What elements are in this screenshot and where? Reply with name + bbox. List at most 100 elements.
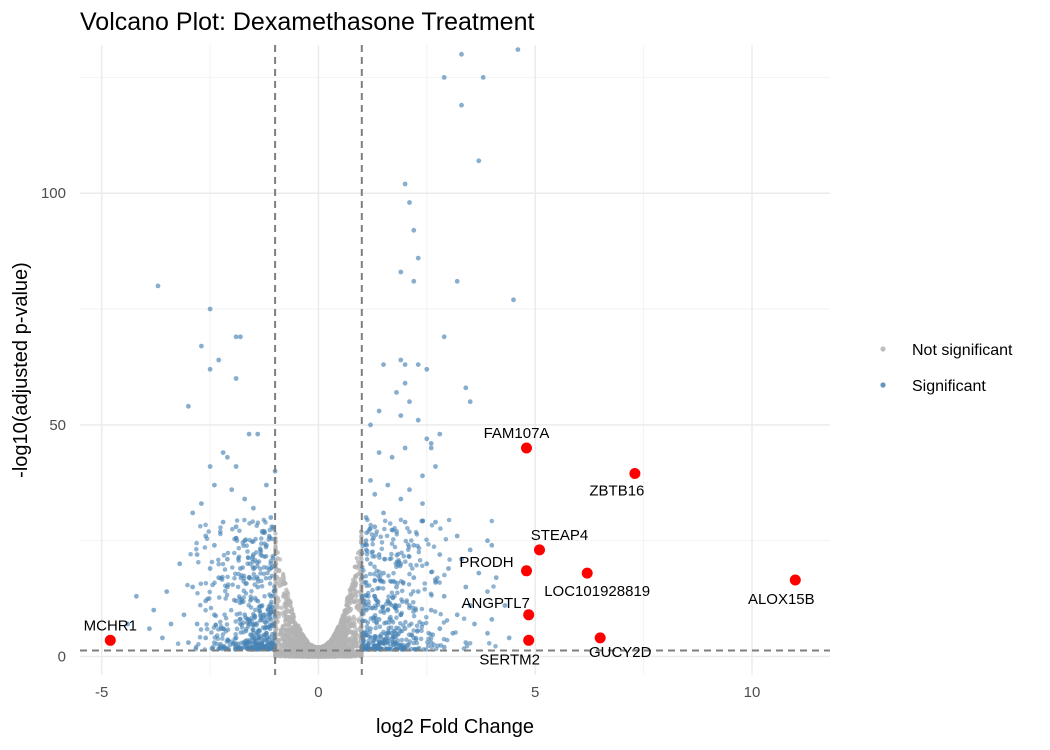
point-significant xyxy=(197,635,203,640)
point-not-significant xyxy=(287,618,293,623)
point-significant xyxy=(233,619,239,624)
highlighted-genes: MCHR1 FAM107A ZBTB16 STEAP4 PRODH LOC10192881… xyxy=(84,425,815,668)
point-significant xyxy=(441,334,447,340)
point-significant xyxy=(267,575,273,581)
point-not-significant xyxy=(338,650,343,656)
point-not-significant xyxy=(342,653,347,658)
point-significant xyxy=(422,581,428,586)
point-not-significant xyxy=(297,650,303,656)
point-significant xyxy=(386,620,392,625)
point-not-significant xyxy=(275,602,280,607)
point-significant xyxy=(394,641,399,646)
point-significant xyxy=(441,644,447,650)
point-significant xyxy=(209,559,215,565)
gene-label: MCHR1 xyxy=(84,617,137,634)
point-significant xyxy=(382,526,387,532)
point-not-significant xyxy=(299,637,304,642)
point-significant xyxy=(394,529,399,534)
point-significant xyxy=(223,596,228,601)
point-significant xyxy=(402,519,408,525)
point-significant xyxy=(438,611,444,617)
point-significant xyxy=(398,561,404,567)
point-significant xyxy=(389,541,395,546)
point-significant xyxy=(258,571,263,576)
point-significant xyxy=(237,528,242,534)
point-significant xyxy=(375,602,381,608)
point-significant xyxy=(411,628,417,633)
point-significant xyxy=(231,641,237,646)
point-not-significant xyxy=(284,617,289,622)
point-significant xyxy=(238,630,243,635)
grid-lines xyxy=(80,45,830,675)
point-significant xyxy=(414,623,420,629)
point-not-significant xyxy=(296,623,301,629)
point-significant xyxy=(270,644,275,650)
point-not-significant xyxy=(273,531,278,536)
point-significant xyxy=(198,581,204,587)
point-significant xyxy=(366,599,371,604)
point-significant xyxy=(261,517,267,523)
point-significant xyxy=(426,630,431,636)
point-not-significant xyxy=(302,637,308,642)
point-not-significant xyxy=(341,623,347,628)
point-not-significant xyxy=(285,650,291,655)
point-significant xyxy=(223,616,229,621)
x-tick-label: 5 xyxy=(531,684,539,701)
point-significant xyxy=(446,517,452,523)
point-not-significant xyxy=(344,596,350,601)
point-significant xyxy=(368,561,373,567)
point-significant xyxy=(404,637,409,642)
point-significant xyxy=(259,541,264,546)
point-significant xyxy=(384,533,390,539)
point-significant xyxy=(251,571,257,577)
point-significant xyxy=(410,566,415,571)
point-significant xyxy=(190,510,196,516)
point-significant xyxy=(476,158,482,164)
point-significant xyxy=(374,568,380,574)
point-significant xyxy=(147,626,152,632)
point-significant xyxy=(230,582,235,587)
point-significant xyxy=(248,632,253,637)
point-significant xyxy=(486,641,492,646)
point-significant xyxy=(372,643,377,649)
point-not-significant xyxy=(343,628,348,634)
point-significant xyxy=(233,334,239,340)
point-significant xyxy=(368,478,373,483)
point-not-significant xyxy=(348,622,353,627)
highlighted-point xyxy=(594,632,606,644)
gene-label: LOC101928819 xyxy=(544,583,650,600)
point-significant xyxy=(268,515,274,520)
point-significant xyxy=(402,380,408,386)
point-significant xyxy=(250,564,255,570)
point-significant xyxy=(364,548,370,554)
point-significant xyxy=(242,612,248,618)
point-significant xyxy=(248,594,253,599)
point-significant xyxy=(394,584,399,590)
point-significant xyxy=(485,630,490,636)
point-significant xyxy=(242,538,248,544)
point-significant xyxy=(391,570,396,576)
point-significant xyxy=(444,618,450,623)
point-significant xyxy=(425,643,431,649)
point-significant xyxy=(204,626,210,632)
point-significant xyxy=(382,557,388,562)
point-significant xyxy=(414,563,419,568)
point-significant xyxy=(398,413,404,418)
point-significant xyxy=(224,622,230,627)
point-not-significant xyxy=(309,644,314,649)
point-significant xyxy=(390,595,396,601)
point-not-significant xyxy=(285,607,290,613)
point-significant xyxy=(402,362,408,367)
x-tick-label: -5 xyxy=(95,684,108,701)
point-significant xyxy=(246,431,252,437)
point-not-significant xyxy=(277,568,282,573)
point-significant xyxy=(232,536,237,542)
point-significant xyxy=(389,630,395,636)
point-significant xyxy=(411,575,417,581)
point-significant xyxy=(406,623,412,628)
point-significant xyxy=(441,75,447,80)
point-significant xyxy=(245,549,250,554)
point-significant xyxy=(370,554,376,559)
point-significant xyxy=(232,550,237,556)
